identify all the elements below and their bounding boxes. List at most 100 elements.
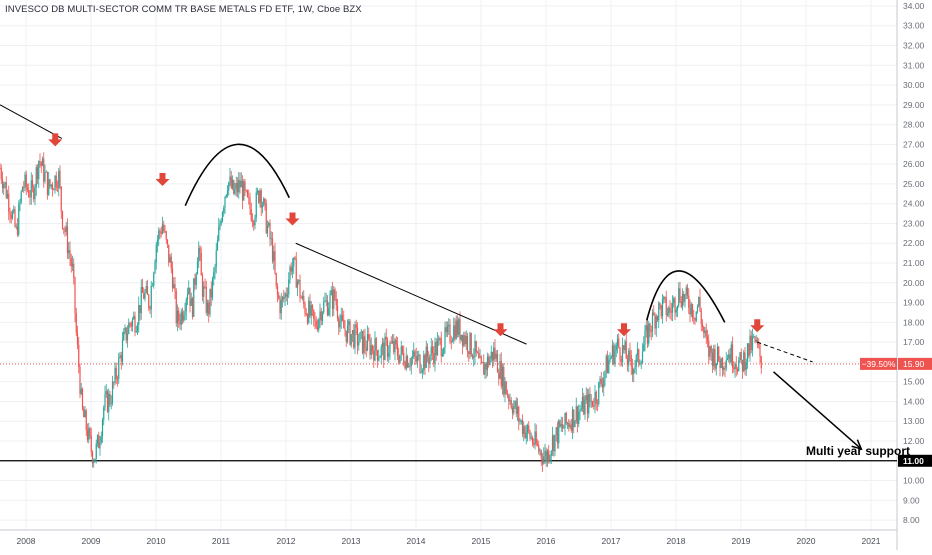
candle [274,242,276,275]
candle-body [188,287,190,295]
candle-body [344,328,346,331]
candle-body [4,182,6,185]
candle-body [90,435,92,452]
candle [748,343,750,359]
candle-body [534,431,536,445]
candle-body [16,226,19,235]
candle [96,434,99,448]
candle-body [609,358,611,361]
candle [606,350,609,374]
candle-body [404,363,406,369]
candle [150,281,152,318]
candle-body [363,336,365,354]
candle-body [698,297,700,307]
candle [566,421,569,430]
candle-body [290,266,292,272]
candle-body [694,317,696,321]
candle [248,189,250,205]
candle [544,443,546,464]
candle [109,390,111,407]
candle [459,311,461,344]
candle-body [399,354,401,363]
candle [719,356,721,377]
candle-body [139,305,141,314]
candle [638,348,640,368]
candle-body [748,343,750,356]
candle [510,397,512,410]
candle [615,342,617,358]
candle [625,333,627,359]
candle-body [196,261,199,275]
candle-body [265,203,267,234]
candle-body [109,393,111,404]
candle [125,327,127,344]
candle [404,360,406,370]
down-arrow-icon [750,319,765,333]
candle [538,440,540,455]
candle [355,319,357,336]
candle [410,356,412,375]
x-tick-label: 2014 [407,536,426,546]
candle-body [238,180,240,193]
candle [721,356,724,377]
candle [19,198,21,212]
y-tick-label: 15.00 [903,377,925,387]
candle [508,393,510,410]
candle [260,188,262,216]
candle-body [440,338,442,356]
candle-body [514,401,516,406]
candle-body [244,181,246,191]
candle-body [221,212,224,222]
candle-body [718,346,720,361]
candle-body [375,338,377,351]
candle-body [723,368,725,370]
candle [686,283,689,299]
candle-body [476,352,479,354]
candle [185,297,187,320]
candle-body [216,240,219,251]
candle [256,187,259,195]
candle [656,315,659,322]
projection-dashed-line [757,341,813,363]
candle-body [89,428,91,436]
grid-lines [0,0,897,530]
candle [710,344,712,361]
candle [703,325,705,339]
candle [193,278,195,318]
candle [318,317,320,333]
candle-body [295,259,297,288]
candle-body [450,341,452,343]
candle-body [431,346,434,353]
candle-body [245,190,247,192]
candle [169,254,171,263]
candle-body [543,456,545,464]
candle-body [713,349,715,366]
candle-body [659,303,661,306]
candle [146,279,149,295]
candle [698,296,700,308]
candle-body [294,257,296,260]
candle-body [448,324,450,327]
candle-body [248,196,250,198]
candle-body [455,320,457,339]
candle-body [643,344,645,352]
candle-body [131,319,134,327]
candle-body [371,345,374,351]
candle-body [636,349,639,356]
candle-body [616,338,619,346]
candle [585,387,587,404]
candle-body [531,437,534,444]
candle-body [285,293,287,297]
candle [540,449,542,466]
candle [21,186,24,192]
candle [179,313,181,330]
candle [24,171,26,192]
candle-body [48,179,50,195]
candle-body [183,315,185,321]
candle-body [270,238,272,240]
candle [258,189,260,205]
candle-body [301,296,304,299]
candle-body [726,358,729,361]
